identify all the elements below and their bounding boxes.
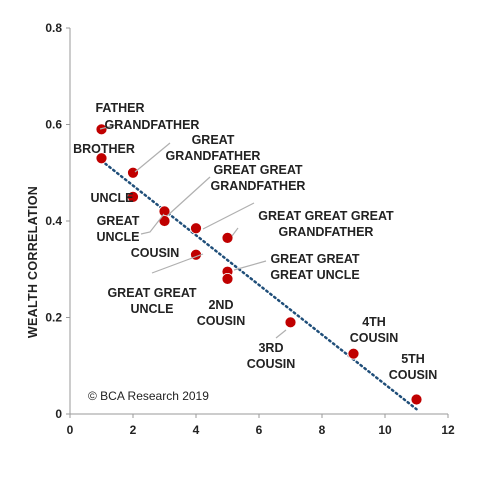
label-leader-line xyxy=(151,253,204,274)
data-point xyxy=(127,166,139,179)
point-label-line: 3RD xyxy=(258,341,283,355)
point-label-line: GRANDFATHER xyxy=(211,179,306,193)
label-leader-line xyxy=(275,329,287,339)
data-point xyxy=(95,123,108,136)
x-tick-label: 4 xyxy=(193,423,200,437)
point-label: BROTHER xyxy=(73,142,135,156)
y-tick-label: 0.2 xyxy=(45,311,62,325)
data-point xyxy=(284,316,297,329)
point-label-line: GRANDFATHER xyxy=(279,225,374,239)
point-label-line: UNCLE xyxy=(130,302,173,316)
trendline xyxy=(100,159,418,411)
label-leader-line xyxy=(202,202,255,230)
point-label-line: COUSIN xyxy=(389,368,438,382)
y-tick-label: 0 xyxy=(55,407,62,421)
data-point xyxy=(347,347,360,360)
point-label-line: GREAT GREAT xyxy=(107,286,196,300)
point-label: 4TH COUSIN xyxy=(350,315,399,345)
point-label-line: GREAT xyxy=(192,133,235,147)
data-point xyxy=(221,231,234,244)
point-label-line: GREAT xyxy=(97,214,140,228)
point-label: 2ND COUSIN xyxy=(197,298,246,328)
data-point xyxy=(127,190,139,203)
copyright-note: © BCA Research 2019 xyxy=(88,389,209,403)
y-tick-label: 0.4 xyxy=(45,214,62,228)
point-label: GRANDFATHER xyxy=(105,118,200,132)
point-label-line: GREAT GREAT xyxy=(270,252,359,266)
x-tick-label: 8 xyxy=(319,423,326,437)
point-label: GREAT GREAT UNCLE xyxy=(107,286,196,316)
y-axis-label: WEALTH CORRELATION xyxy=(26,186,40,338)
point-label: UNCLE xyxy=(90,191,133,205)
point-label: GREAT UNCLE xyxy=(96,214,139,244)
point-label-line: GREAT GREAT GREAT xyxy=(258,209,394,223)
data-point xyxy=(410,393,423,406)
label-leader-line xyxy=(231,227,239,237)
label-leader-line xyxy=(140,213,165,235)
point-label: 3RD COUSIN xyxy=(247,341,296,371)
data-point xyxy=(95,152,108,165)
point-label: FATHER xyxy=(95,101,144,115)
data-point xyxy=(221,272,234,285)
point-label-line: GREAT GREAT xyxy=(213,163,302,177)
point-label: GREAT GRANDFATHER xyxy=(166,133,261,163)
x-tick-label: 6 xyxy=(256,423,263,437)
point-label: GREAT GREAT GREAT GRANDFATHER xyxy=(258,209,394,239)
point-label-line: COUSIN xyxy=(197,314,246,328)
x-tick-label: 2 xyxy=(130,423,137,437)
point-label-line: GRANDFATHER xyxy=(166,149,261,163)
x-tick-label: 10 xyxy=(378,423,392,437)
point-label-line: COUSIN xyxy=(247,357,296,371)
data-point xyxy=(158,215,171,227)
x-tick-label: 12 xyxy=(441,423,455,437)
point-label: GREAT GREAT GRANDFATHER xyxy=(211,163,306,193)
label-leader-line xyxy=(134,142,171,173)
point-label: 5TH COUSIN xyxy=(389,352,438,382)
x-tick-label: 0 xyxy=(67,423,74,437)
point-label: COUSIN xyxy=(131,246,180,260)
data-point xyxy=(190,222,202,235)
label-leader-line xyxy=(233,260,267,271)
points-group xyxy=(95,123,423,406)
y-tick-label: 0.6 xyxy=(45,118,62,132)
label-leader-line xyxy=(99,124,117,130)
point-label-line: 5TH xyxy=(401,352,425,366)
y-tick-label: 0.8 xyxy=(45,21,62,35)
point-label-line: 4TH xyxy=(362,315,386,329)
axes: 0 2 4 6 8 10 12 0 0.2 0.4 0.6 0.8 xyxy=(45,21,455,437)
trendline-group xyxy=(100,159,418,411)
point-label-line: GREAT UNCLE xyxy=(270,268,359,282)
point-label-line: 2ND xyxy=(208,298,233,312)
point-label-line: COUSIN xyxy=(350,331,399,345)
label-leader-line xyxy=(166,176,211,217)
point-label-line: UNCLE xyxy=(96,230,139,244)
point-label: GREAT GREAT GREAT UNCLE xyxy=(270,252,360,282)
